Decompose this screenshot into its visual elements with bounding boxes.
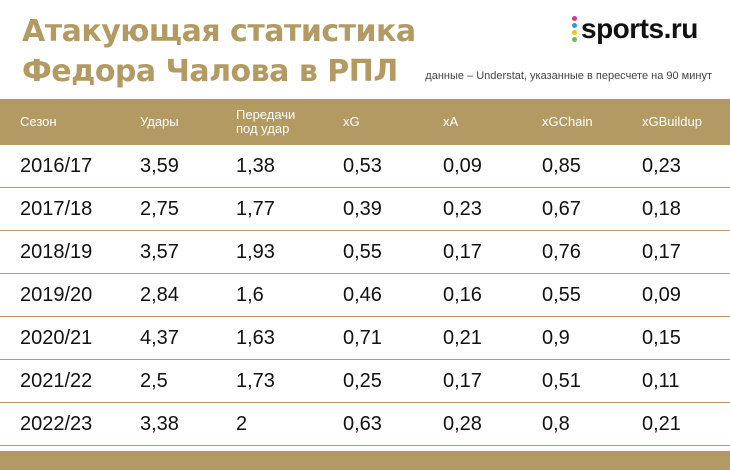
xa-cell: 0,17 [443, 241, 482, 263]
logo-dot [572, 30, 577, 35]
xg-cell: 0,39 [343, 198, 382, 220]
xgchain-cell: 0,55 [542, 284, 581, 306]
xa-cell: 0,16 [443, 284, 482, 306]
season-cell: 2020/21 [20, 327, 93, 349]
key-passes-cell: 2 [236, 413, 248, 435]
table-row: 2021/22 2,5 1,73 0,25 0,17 0,51 0,11 [0, 360, 730, 403]
subtitle: данные – Understat, указанные в пересчет… [425, 70, 712, 82]
table-row: 2020/21 4,37 1,63 0,71 0,21 0,9 0,15 [0, 317, 730, 360]
season-cell: 2016/17 [20, 155, 93, 177]
xa-cell: 0,17 [443, 370, 482, 392]
shots-cell: 2,5 [140, 370, 168, 392]
xg-cell: 0,71 [343, 327, 382, 349]
table-body: 2016/17 3,59 1,38 0,53 0,09 0,85 0,23 2017/18 2,… [0, 145, 730, 446]
key-passes-cell: 1,73 [236, 370, 275, 392]
xg-cell: 0,55 [343, 241, 382, 263]
season-cell: 2021/22 [20, 370, 93, 392]
sports-ru-logo: sports.ru [572, 8, 698, 50]
footer-bar [0, 451, 730, 470]
xgbuildup-cell: 0,23 [642, 155, 681, 177]
shots-cell: 3,59 [140, 155, 179, 177]
xgchain-cell: 0,76 [542, 241, 581, 263]
title-line-1: Атакующая статистика [22, 14, 416, 49]
logo-dot [572, 37, 577, 42]
header-key-passes-line-2: под удар [236, 121, 290, 136]
table-row: 2018/19 3,57 1,93 0,55 0,17 0,76 0,17 [0, 231, 730, 274]
xa-cell: 0,28 [443, 413, 482, 435]
xg-cell: 0,25 [343, 370, 382, 392]
xg-cell: 0,53 [343, 155, 382, 177]
xgchain-cell: 0,67 [542, 198, 581, 220]
table-row: 2016/17 3,59 1,38 0,53 0,09 0,85 0,23 [0, 145, 730, 188]
header-shots: Удары [140, 114, 179, 129]
xgbuildup-cell: 0,18 [642, 198, 681, 220]
season-cell: 2018/19 [20, 241, 93, 263]
xa-cell: 0,09 [443, 155, 482, 177]
logo-text: sports.ru [581, 13, 698, 44]
key-passes-cell: 1,93 [236, 241, 275, 263]
xgchain-cell: 0,8 [542, 413, 570, 435]
xgbuildup-cell: 0,21 [642, 413, 681, 435]
xgbuildup-cell: 0,17 [642, 241, 681, 263]
header-key-passes: Передачи под удар [236, 99, 295, 145]
header-season: Сезон [20, 114, 57, 129]
stats-table: Сезон Удары Передачи под удар xG xA xGCh… [0, 99, 730, 446]
header-xgbuildup: xGBuildup [642, 114, 702, 129]
logo-dot [572, 16, 577, 21]
page-title: Атакующая статистика Федора Чалова в РПЛ [22, 12, 416, 92]
key-passes-cell: 1,6 [236, 284, 264, 306]
shots-cell: 3,57 [140, 241, 179, 263]
key-passes-cell: 1,38 [236, 155, 275, 177]
logo-dots-icon [572, 16, 577, 42]
xgchain-cell: 0,9 [542, 327, 570, 349]
xgchain-cell: 0,85 [542, 155, 581, 177]
season-cell: 2022/23 [20, 413, 93, 435]
xgbuildup-cell: 0,11 [642, 370, 680, 392]
xgchain-cell: 0,51 [542, 370, 581, 392]
header-xgchain: xGChain [542, 114, 593, 129]
key-passes-cell: 1,77 [236, 198, 275, 220]
season-cell: 2019/20 [20, 284, 93, 306]
shots-cell: 4,37 [140, 327, 179, 349]
header-xg: xG [343, 114, 360, 129]
table-row: 2019/20 2,84 1,6 0,46 0,16 0,55 0,09 [0, 274, 730, 317]
table-row: 2017/18 2,75 1,77 0,39 0,23 0,67 0,18 [0, 188, 730, 231]
xgbuildup-cell: 0,09 [642, 284, 681, 306]
table-header: Сезон Удары Передачи под удар xG xA xGCh… [0, 99, 730, 145]
table-row: 2022/23 3,38 2 0,63 0,28 0,8 0,21 [0, 403, 730, 446]
shots-cell: 2,84 [140, 284, 179, 306]
xa-cell: 0,21 [443, 327, 482, 349]
xg-cell: 0,46 [343, 284, 382, 306]
header-xa: xA [443, 114, 459, 129]
logo-dot [572, 23, 577, 28]
xgbuildup-cell: 0,15 [642, 327, 681, 349]
season-cell: 2017/18 [20, 198, 93, 220]
header-key-passes-line-1: Передачи [236, 107, 296, 122]
shots-cell: 2,75 [140, 198, 179, 220]
xg-cell: 0,63 [343, 413, 382, 435]
key-passes-cell: 1,63 [236, 327, 275, 349]
title-line-2: Федора Чалова в РПЛ [22, 54, 398, 89]
shots-cell: 3,38 [140, 413, 179, 435]
xa-cell: 0,23 [443, 198, 482, 220]
